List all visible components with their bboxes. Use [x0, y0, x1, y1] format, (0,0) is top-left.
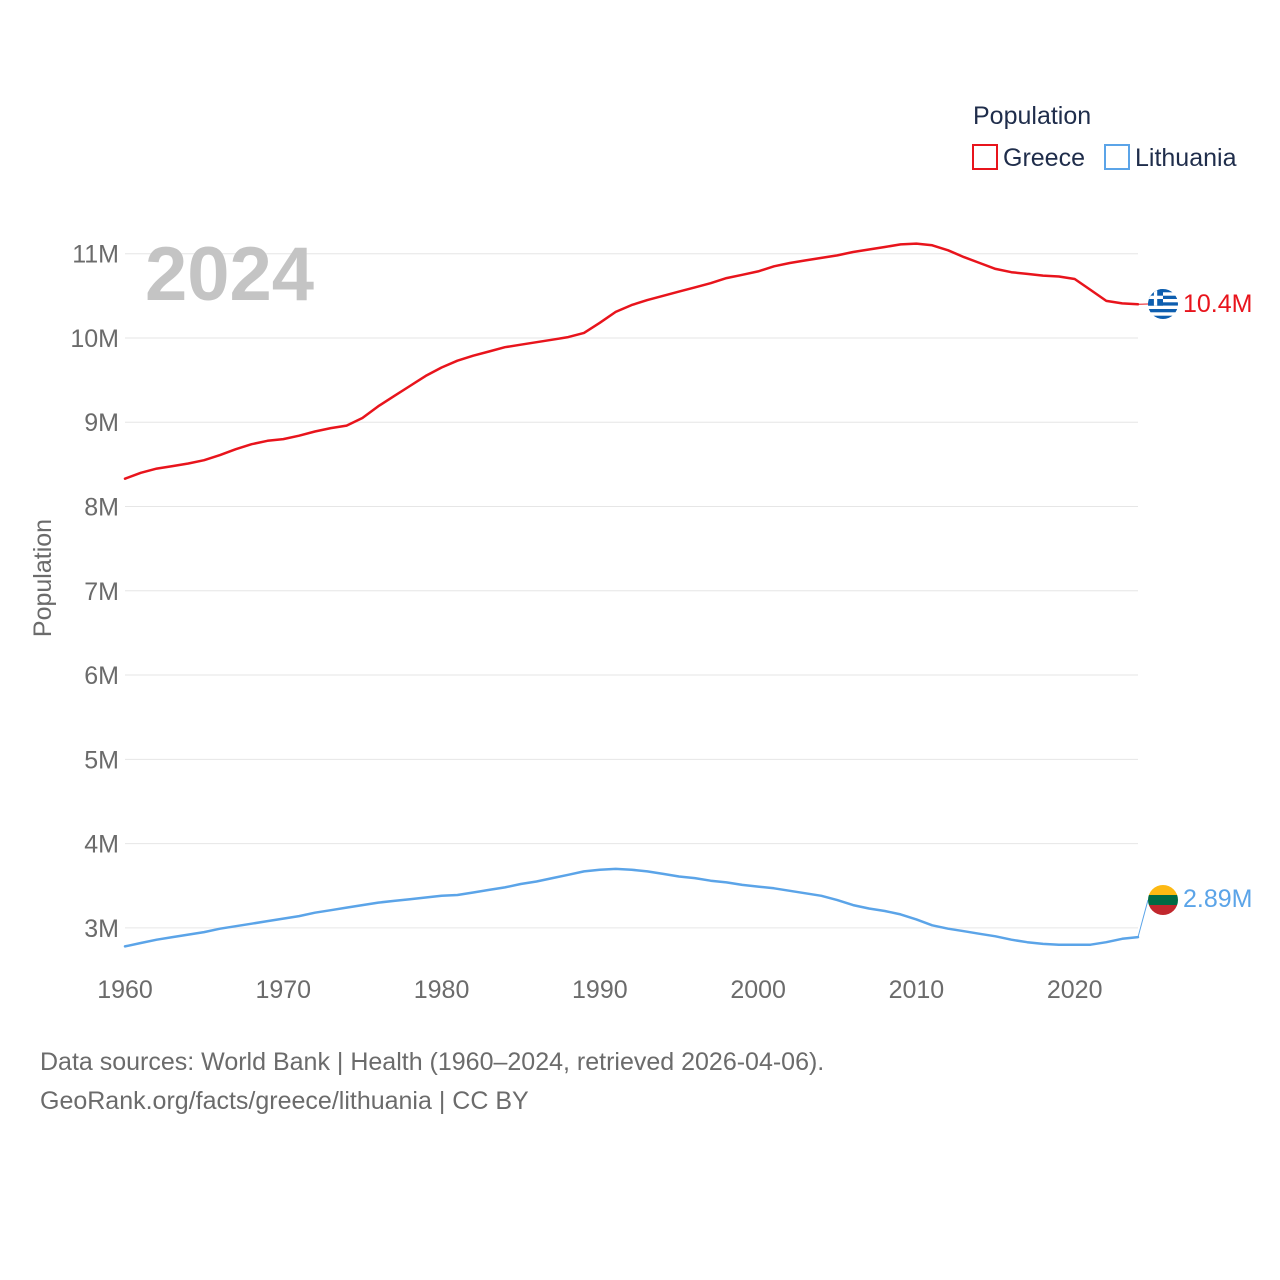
data-source-note: Data sources: World Bank | Health (1960–… — [40, 1048, 825, 1076]
legend-item-lithuania[interactable]: Lithuania — [1104, 144, 1237, 172]
legend-label-lithuania: Lithuania — [1135, 144, 1237, 172]
y-tick-label: 9M — [84, 409, 119, 437]
series-lines — [123, 242, 1149, 948]
lithuania-end-connector — [1137, 899, 1149, 938]
footer: Data sources: World Bank | Health (1960–… — [40, 1043, 824, 1121]
population-line-chart: 3M 4M 5M 6M 7M 8M 9M 10M 11M 1960 1970 1980 1990 200… — [29, 102, 1252, 1004]
lithuania-end-label: 2.89M — [1183, 885, 1252, 913]
lithuania-flag-icon — [1148, 885, 1178, 915]
x-tick-label: 2020 — [1047, 976, 1103, 1004]
legend-swatch-lithuania — [1104, 144, 1130, 170]
legend-swatch-greece — [972, 144, 998, 170]
greece-end-label: 10.4M — [1183, 290, 1252, 318]
x-tick-label: 1990 — [572, 976, 628, 1004]
greece-series-line[interactable] — [123, 242, 1140, 480]
y-tick-label: 10M — [70, 325, 119, 353]
legend: Population Greece Lithuania — [972, 102, 1237, 172]
y-tick-label: 11M — [72, 241, 119, 269]
y-tick-label: 8M — [84, 494, 119, 522]
legend-item-greece[interactable]: Greece — [972, 144, 1085, 172]
greece-flag-icon — [1148, 289, 1178, 319]
x-tick-label: 2010 — [889, 976, 945, 1004]
y-tick-label: 5M — [84, 746, 119, 774]
x-tick-label: 1960 — [97, 976, 153, 1004]
x-axis-ticks: 1960 1970 1980 1990 2000 2010 2020 — [97, 976, 1102, 1004]
x-tick-label: 2000 — [730, 976, 786, 1004]
attribution-link[interactable]: GeoRank.org/facts/greece/lithuania | CC … — [40, 1087, 529, 1115]
y-tick-label: 7M — [84, 578, 119, 606]
y-axis-ticks: 3M 4M 5M 6M 7M 8M 9M 10M 11M — [70, 241, 119, 943]
y-axis-title: Population — [29, 519, 57, 637]
year-watermark: 2024 — [145, 232, 314, 317]
lithuania-series-line[interactable] — [123, 867, 1140, 948]
y-tick-label: 3M — [84, 915, 119, 943]
legend-label-greece: Greece — [1003, 144, 1085, 172]
y-tick-label: 6M — [84, 662, 119, 690]
y-tick-label: 4M — [84, 831, 119, 859]
legend-title: Population — [973, 102, 1091, 130]
x-tick-label: 1980 — [414, 976, 470, 1004]
gridlines — [125, 253, 1138, 929]
x-tick-label: 1970 — [255, 976, 311, 1004]
